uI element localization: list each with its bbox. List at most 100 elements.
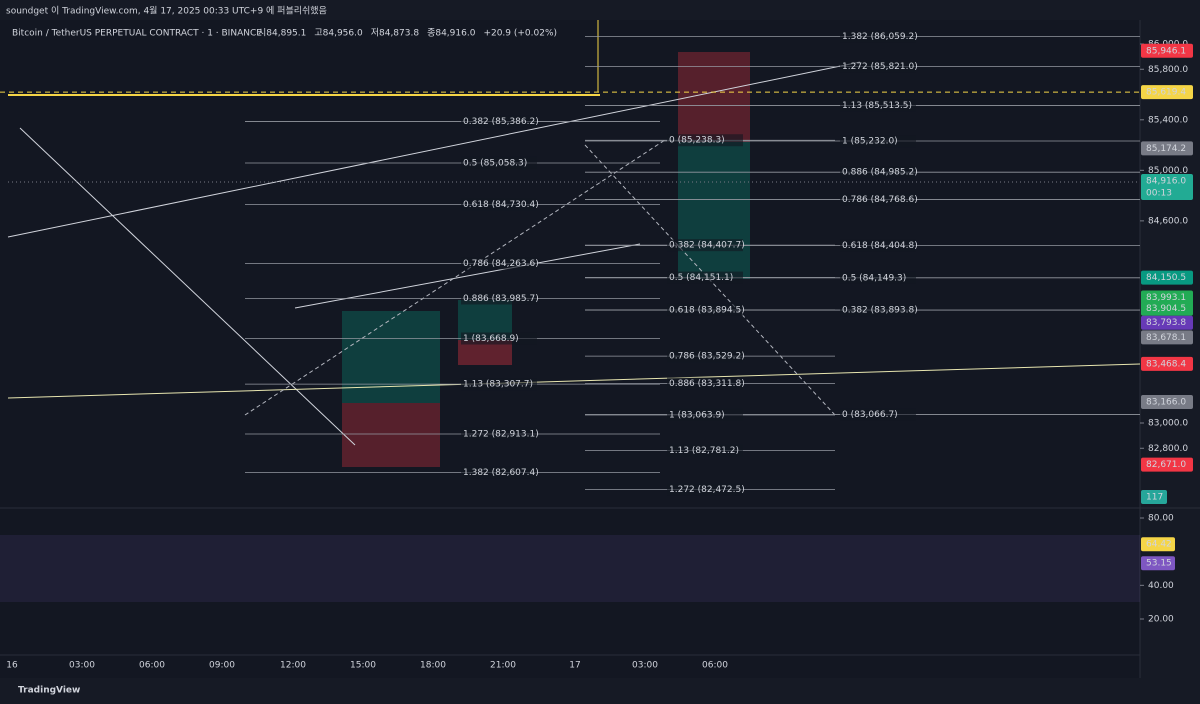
header: soundget 이 TradingView.com, 4월 17, 2025 … [6,5,327,17]
rsi-band [0,535,1140,602]
time-label: 03:00 [69,661,95,671]
fib-label-bg [461,466,537,479]
price-tick-label: 82,800.0 [1148,444,1188,454]
price-tick-label: 85,000.0 [1148,166,1188,176]
fib-label: 1 (83,668.9) [463,334,519,344]
fib-label: 0.618 (84,404.8) [842,241,918,251]
price-tag-label: 83,166.0 [1146,398,1186,408]
price-tag-label: 83,993.1 [1146,293,1186,303]
fib-label-bg [667,271,743,284]
fib-label: 0.382 (84,407.7) [669,241,745,251]
rsi-tag [1141,537,1175,552]
fib-label-bg [667,303,743,316]
price-tick-label: 84,600.0 [1148,216,1188,226]
fib-label-bg [667,239,743,252]
time-label: 16 [6,661,18,671]
fib-label: 0.618 (83,894.5) [669,305,745,315]
fib-label-bg [840,408,916,421]
fib-label-bg [461,115,537,128]
fib-label-bg [840,60,916,73]
fib-label: 0 (85,238.3) [669,136,725,146]
long-stop-zone [342,403,440,467]
price-tag-label: 83,904.5 [1146,304,1186,314]
fib-label-bg [667,483,743,496]
fib-label: 0.886 (83,311.8) [669,379,745,389]
fib-label: 0.786 (84,263.6) [463,259,539,269]
fib-label: 0 (83,066.7) [842,410,898,420]
fib-label: 1.13 (82,781.2) [669,446,739,456]
fib-label: 0.382 (85,386.2) [463,117,539,127]
fib-label: 1.382 (82,607.4) [463,468,539,478]
fib-label-bg [840,166,916,179]
footer: TradingView [18,686,80,696]
ohlc-value: 종84,916.0 [427,28,476,39]
fib-label: 0.382 (83,893.8) [842,306,918,316]
time-label: 06:00 [702,661,728,671]
price-tag [1141,315,1193,330]
price-tick-label: 85,400.0 [1148,115,1188,125]
price-tag-label: 85,174.2 [1146,144,1186,154]
fib-label-bg [667,134,743,147]
price-tag [1141,395,1193,410]
trendline [294,243,641,309]
fib-label-bg [461,378,537,391]
rsi-tick-label: 40.00 [1148,581,1174,591]
fib-label: 0.786 (83,529.2) [669,352,745,362]
fib-label-bg [461,156,537,169]
fib-label: 1.382 (86,059.2) [842,32,918,42]
fib-label: 1.272 (82,913.1) [463,429,539,439]
time-label: 03:00 [632,661,658,671]
price-tag [1141,330,1193,345]
time-label: 21:00 [490,661,516,671]
fib-label-bg [840,271,916,284]
ohlc-value: +20.9 (+0.02%) [483,29,557,39]
chart-area [0,20,1140,678]
price-tag-label: 85,619.4 [1146,88,1186,98]
rsi-tag [1141,556,1175,571]
price-tag-label: 84,916.0 [1146,176,1186,186]
fib-label-bg [461,427,537,440]
price-tag-label: 84,150.5 [1146,273,1186,283]
price-tag [1141,301,1193,316]
fib-label-bg [461,198,537,211]
fib-label-bg [667,377,743,390]
price-tag [1141,141,1193,156]
time-label: 12:00 [280,661,306,671]
fib-label: 0.5 (85,058.3) [463,158,527,168]
fib-label: 0.786 (84,768.6) [842,195,918,205]
price-tag [1141,356,1193,371]
short-target-zone [678,142,750,279]
price-tag [1141,290,1193,305]
time-label: 06:00 [139,661,165,671]
fib-label-bg [840,99,916,112]
fib-label: 1.272 (82,472.5) [669,485,745,495]
price-tag [1141,173,1193,200]
rsi-tag-label: 53.15 [1146,559,1172,569]
time-label: 18:00 [420,661,446,671]
ohlc-value: 시84,895.1 [258,28,306,39]
fib-label: 0.618 (84,730.4) [463,200,539,210]
time-label: 17 [569,661,580,671]
fib-label: 1.272 (85,821.0) [842,62,918,72]
fib-label: 1 (83,063.9) [669,410,725,420]
price-tag [1141,270,1193,285]
price-tick-label: 85,800.0 [1148,65,1188,75]
fib-label-bg [667,408,743,421]
price-tag-label: 83,793.8 [1146,318,1186,328]
fib-label-bg [667,444,743,457]
long-target-zone [342,311,440,403]
symbol: Bitcoin / TetherUS PERPETUAL CONTRACT · … [12,29,262,39]
fib-label: 1.13 (85,513.5) [842,101,912,111]
ohlc-value: 저84,873.8 [371,28,420,39]
volume-tag-label: 117 [1146,493,1163,503]
price-tag-label: 83,468.4 [1146,359,1186,369]
fib-label: 1.13 (83,307.7) [463,380,533,390]
trendline [7,61,861,238]
volume-tag [1141,490,1167,504]
fib-label-bg [461,332,537,345]
rsi-tag-label: 64.42 [1146,540,1172,550]
fib-label: 0.5 (84,151.1) [669,273,733,283]
fib-label-bg [840,304,916,317]
price-tag [1141,43,1193,58]
